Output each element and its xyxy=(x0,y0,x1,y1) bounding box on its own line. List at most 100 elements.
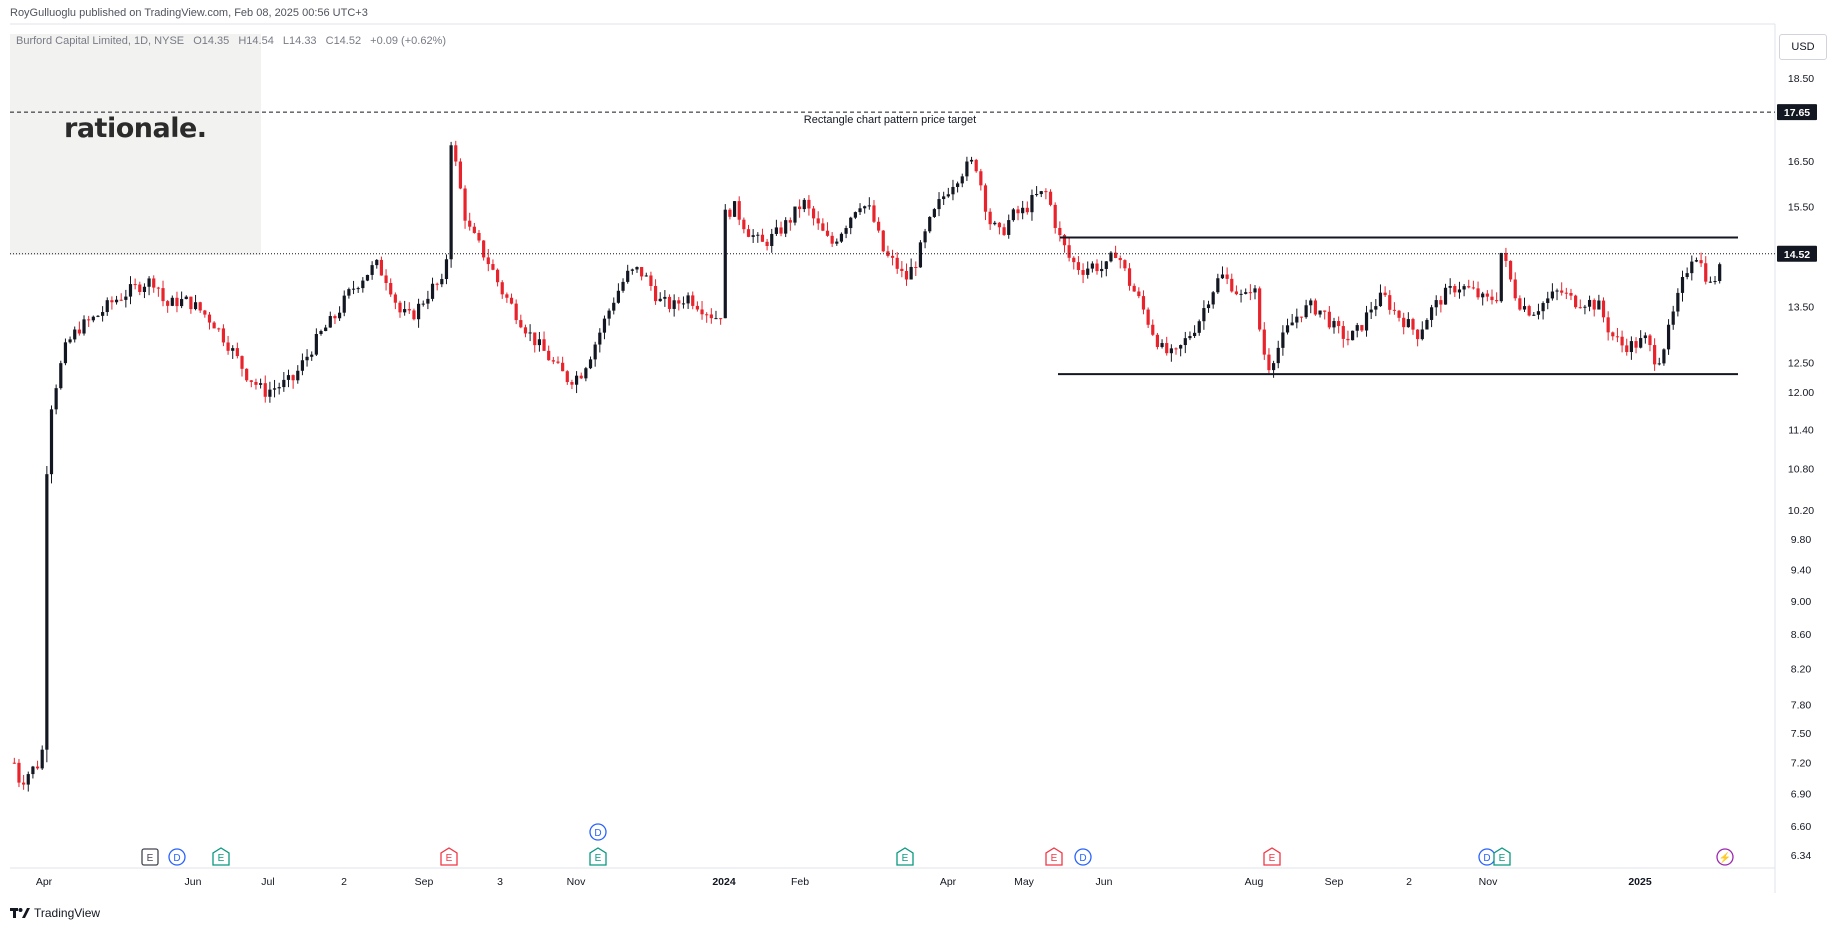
candle xyxy=(1704,256,1708,285)
candle-body xyxy=(291,375,295,381)
candle-body xyxy=(788,220,792,223)
candle-body xyxy=(1337,321,1341,327)
candle-body xyxy=(598,332,602,345)
candle xyxy=(756,232,760,243)
candle xyxy=(1471,280,1475,290)
candle xyxy=(505,292,509,303)
candle-body xyxy=(1183,338,1187,346)
candle-body xyxy=(746,229,751,237)
candle xyxy=(993,220,997,226)
candle xyxy=(1216,273,1220,294)
candle xyxy=(719,318,723,325)
symbol-name[interactable]: Burford Capital Limited, 1D, NYSE xyxy=(16,35,185,47)
candle-body xyxy=(626,270,630,282)
candle-body xyxy=(509,297,514,304)
dividend-marker[interactable]: D xyxy=(168,848,186,866)
earnings-marker[interactable]: E xyxy=(589,847,607,866)
candle-body xyxy=(472,226,476,233)
earnings-marker[interactable]: E xyxy=(896,847,914,866)
candle-body xyxy=(365,274,370,281)
candle xyxy=(509,293,514,305)
candle-body xyxy=(728,209,732,217)
earnings-marker[interactable]: E xyxy=(1045,847,1063,866)
candle xyxy=(816,211,820,230)
candle xyxy=(1485,290,1489,302)
candle-body xyxy=(1490,296,1494,301)
event-letter: E xyxy=(446,853,453,864)
candle-body xyxy=(821,223,825,231)
candle xyxy=(1123,259,1127,272)
candle-body xyxy=(830,235,834,244)
candle-body xyxy=(12,762,16,764)
price-target-annotation[interactable]: Rectangle chart pattern price target xyxy=(804,114,976,126)
tradingview-brand[interactable]: TradingView xyxy=(10,906,100,920)
candle-body xyxy=(602,318,607,333)
candle xyxy=(1076,256,1081,275)
candle-body xyxy=(505,294,509,298)
candle xyxy=(110,296,114,310)
candle xyxy=(291,374,295,389)
candle-body xyxy=(310,354,314,357)
candle xyxy=(1183,331,1187,354)
dividend-marker[interactable]: D xyxy=(589,823,607,841)
candle xyxy=(91,315,95,323)
candle xyxy=(1202,300,1206,330)
candle-body xyxy=(231,348,235,351)
candle-body xyxy=(1025,207,1029,213)
candle-body xyxy=(1476,288,1480,298)
candle-body xyxy=(1397,310,1401,318)
candle-body xyxy=(1239,293,1243,295)
candle-body xyxy=(667,296,672,309)
candle-body xyxy=(1155,334,1160,347)
candle-body xyxy=(1388,295,1392,310)
candle-body xyxy=(1560,290,1564,293)
earnings-marker[interactable]: E xyxy=(440,847,458,866)
x-tick-label: Jun xyxy=(185,876,202,888)
candle-body xyxy=(853,212,857,218)
candle xyxy=(361,277,365,293)
currency-button[interactable]: USD xyxy=(1779,34,1827,60)
candle-body xyxy=(700,309,704,315)
candle-body xyxy=(1536,311,1541,315)
candle xyxy=(779,221,783,237)
dividend-marker[interactable]: D xyxy=(1478,848,1496,866)
candle-body xyxy=(895,257,899,269)
candle-body xyxy=(1146,309,1150,325)
candle-body xyxy=(1713,281,1717,283)
candle xyxy=(1179,344,1183,357)
earnings-marker[interactable]: E xyxy=(141,848,159,866)
candle xyxy=(1132,283,1136,292)
candle xyxy=(1522,297,1527,313)
candle-body xyxy=(616,290,620,303)
y-tick-label: 12.00 xyxy=(1788,387,1814,399)
candle-body xyxy=(328,316,332,328)
candle xyxy=(514,299,518,325)
candle xyxy=(751,229,755,243)
earnings-marker[interactable]: E xyxy=(1493,847,1511,866)
candle xyxy=(1676,288,1680,317)
dividend-marker[interactable]: D xyxy=(1074,848,1092,866)
earnings-marker[interactable]: E xyxy=(212,847,230,866)
candle-body xyxy=(240,356,244,369)
candle-body xyxy=(1620,336,1624,346)
candle xyxy=(449,141,453,268)
candle-body xyxy=(393,294,397,303)
upcoming-event-icon[interactable]: ⚡ xyxy=(1716,848,1734,866)
candle xyxy=(393,292,397,310)
candle-body xyxy=(1192,332,1197,337)
earnings-marker[interactable]: E xyxy=(1263,847,1281,866)
event-letter: D xyxy=(1079,853,1086,864)
candle xyxy=(203,309,207,318)
candle-body xyxy=(226,342,230,351)
event-letter: E xyxy=(1051,853,1058,864)
candle xyxy=(491,259,495,271)
candle xyxy=(138,281,142,296)
candle xyxy=(87,315,91,327)
candle-body xyxy=(844,228,848,234)
candle xyxy=(765,238,769,251)
candle-body xyxy=(1271,363,1276,371)
candle-body xyxy=(914,266,918,268)
candle xyxy=(960,173,964,188)
candle xyxy=(1118,255,1122,269)
